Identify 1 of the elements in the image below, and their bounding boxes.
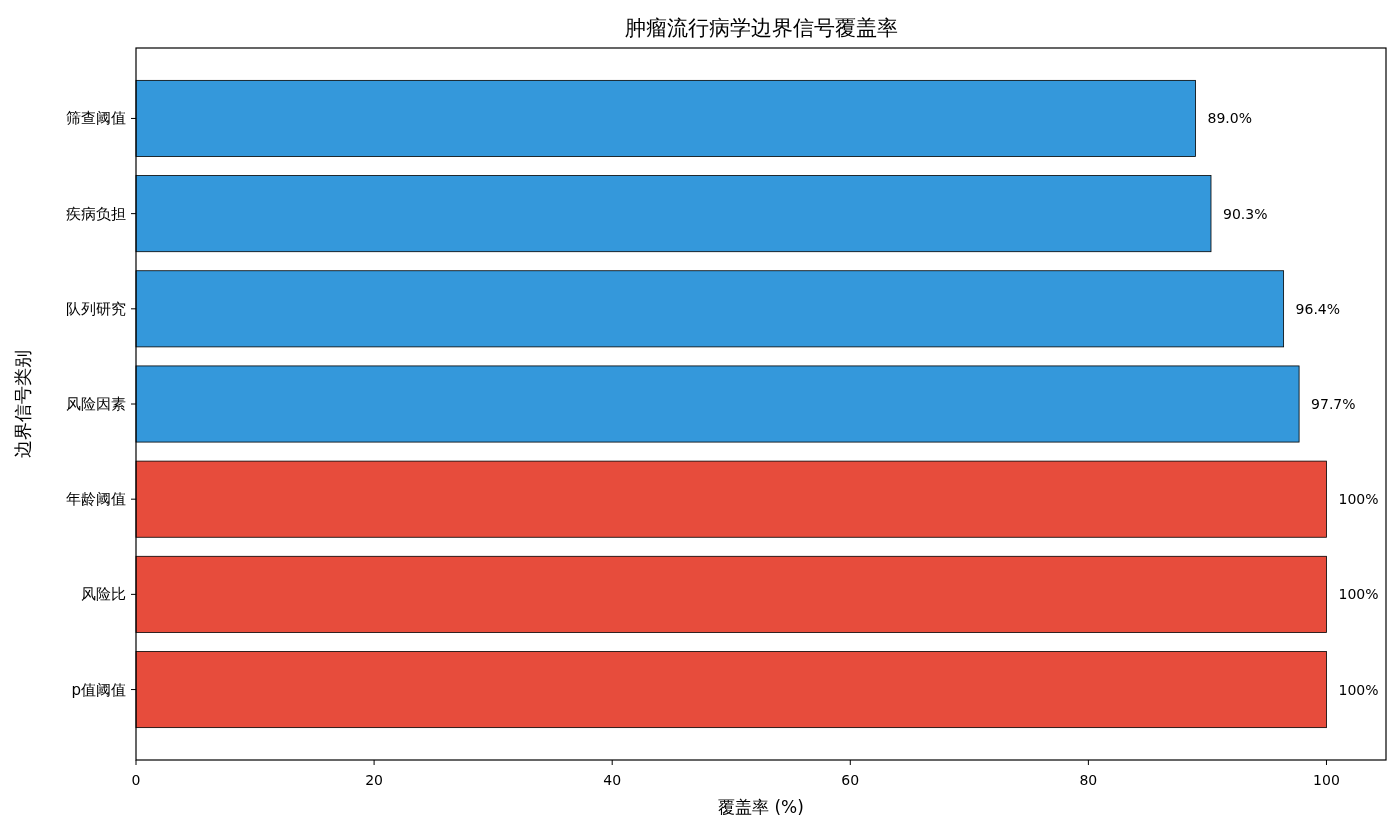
title: 肿瘤流行病学边界信号覆盖率 [624,16,898,40]
